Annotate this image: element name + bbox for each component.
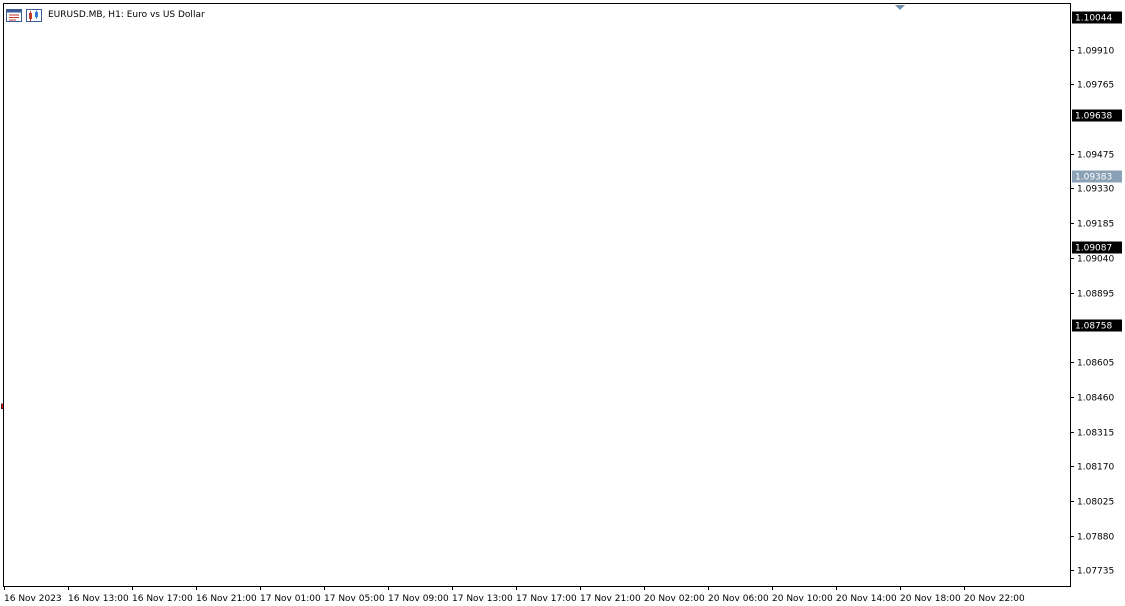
time-tick-label: 17 Nov 13:00 <box>452 594 513 604</box>
chart-timeframe: H1: <box>108 10 124 20</box>
hline-price-label-box <box>1072 109 1122 122</box>
hline-price-label: 1.08758 <box>1075 322 1112 332</box>
price-tick-label: 1.08170 <box>1077 463 1114 473</box>
price-tick-label: 1.08315 <box>1077 429 1114 439</box>
hline-price-label-box <box>1072 11 1122 24</box>
hline-price-label: 1.09638 <box>1075 112 1112 122</box>
bid-price-label: 1.09383 <box>1075 173 1112 183</box>
chart-description: Euro vs US Dollar <box>126 10 205 20</box>
price-tick-label: 1.08895 <box>1077 290 1114 300</box>
time-tick-label: 20 Nov 14:00 <box>836 594 897 604</box>
time-tick-label: 17 Nov 01:00 <box>260 594 321 604</box>
price-tick-label: 1.08025 <box>1077 498 1114 508</box>
chart-title: EURUSD.MB, H1: Euro vs US Dollar <box>48 10 205 20</box>
axes: 1.09910 1.09765 1.09475 1.09330 1.09185 1.090… <box>3 3 1122 604</box>
window-list-icon[interactable] <box>6 8 22 22</box>
time-tick-label: 17 Nov 21:00 <box>580 594 641 604</box>
price-tick-label: 1.09765 <box>1077 81 1114 91</box>
time-tick-label: 20 Nov 10:00 <box>772 594 833 604</box>
chart-symbol: EURUSD.MB <box>48 10 103 20</box>
time-tick-label: 16 Nov 2023 <box>4 594 62 604</box>
price-tick-label: 1.07880 <box>1077 533 1114 543</box>
hline-price-label: 1.10044 <box>1075 14 1112 24</box>
price-tick-label: 1.09475 <box>1077 151 1114 161</box>
time-tick-label: 17 Nov 09:00 <box>388 594 449 604</box>
price-tick-label: 1.09910 <box>1077 47 1114 57</box>
time-tick-label: 20 Nov 18:00 <box>900 594 961 604</box>
time-tick-label: 17 Nov 17:00 <box>516 594 577 604</box>
time-tick-label: 16 Nov 17:00 <box>132 594 193 604</box>
chart-frame <box>3 3 1071 587</box>
time-tick-label: 20 Nov 06:00 <box>708 594 769 604</box>
price-tick-label: 1.08605 <box>1077 359 1114 369</box>
hline-price-label-box <box>1072 319 1122 332</box>
time-tick-label: 20 Nov 02:00 <box>644 594 705 604</box>
price-tick-label: 1.09185 <box>1077 220 1114 230</box>
time-tick-label: 16 Nov 21:00 <box>196 594 257 604</box>
price-tick-label: 1.09040 <box>1077 255 1114 265</box>
price-tick-label: 1.09330 <box>1077 185 1114 195</box>
time-tick-label: 17 Nov 05:00 <box>324 594 385 604</box>
time-tick-label: 20 Nov 22:00 <box>964 594 1025 604</box>
chart-candles-icon[interactable] <box>26 8 42 22</box>
chart-header: EURUSD.MB, H1: Euro vs US Dollar <box>6 7 205 23</box>
price-tick-label: 1.08460 <box>1077 394 1114 404</box>
bid-price-label-box <box>1072 170 1122 183</box>
time-tick-label: 16 Nov 13:00 <box>68 594 129 604</box>
chart-shift-marker-icon[interactable] <box>895 5 905 10</box>
hline-price-label-box <box>1072 241 1122 254</box>
hline-price-label: 1.09087 <box>1075 244 1112 254</box>
price-tick-label: 1.07735 <box>1077 567 1114 577</box>
